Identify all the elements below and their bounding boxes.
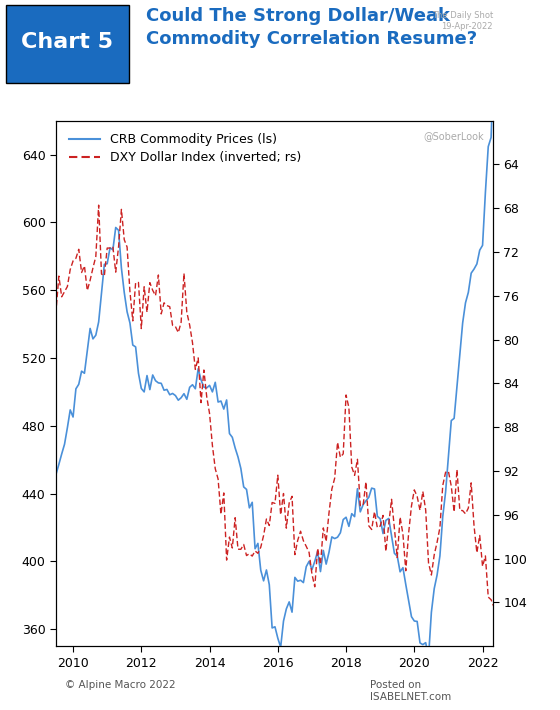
Text: The Daily Shot
19-Apr-2022: The Daily Shot 19-Apr-2022 [432, 11, 493, 31]
Text: © Alpine Macro 2022: © Alpine Macro 2022 [65, 680, 175, 690]
Text: Chart 5: Chart 5 [21, 31, 113, 52]
Text: Posted on
ISABELNET.com: Posted on ISABELNET.com [371, 680, 452, 702]
Text: Could The Strong Dollar/Weak
Commodity Correlation Resume?: Could The Strong Dollar/Weak Commodity C… [146, 7, 477, 48]
Text: @SoberLook: @SoberLook [423, 131, 484, 141]
Legend: CRB Commodity Prices (ls), DXY Dollar Index (inverted; rs): CRB Commodity Prices (ls), DXY Dollar In… [62, 127, 307, 170]
FancyBboxPatch shape [6, 4, 129, 83]
